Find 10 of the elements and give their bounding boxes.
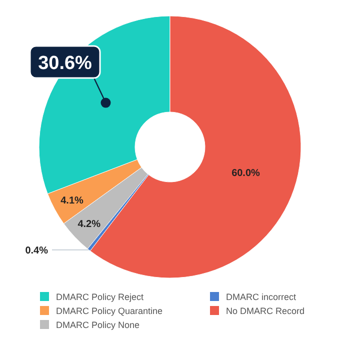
data-label: 30.6% (38, 53, 92, 74)
legend-label: No DMARC Record (226, 306, 305, 316)
legend-label: DMARC incorrect (226, 292, 297, 302)
data-label: 0.4% (25, 245, 48, 256)
data-label: 60.0% (232, 168, 260, 180)
data-label: 4.2% (78, 219, 101, 230)
legend-label: DMARC Policy Quarantine (56, 306, 163, 316)
legend-label: DMARC Policy Reject (56, 292, 144, 302)
legend-label: DMARC Policy None (56, 320, 140, 330)
data-label: 4.1% (60, 195, 84, 206)
